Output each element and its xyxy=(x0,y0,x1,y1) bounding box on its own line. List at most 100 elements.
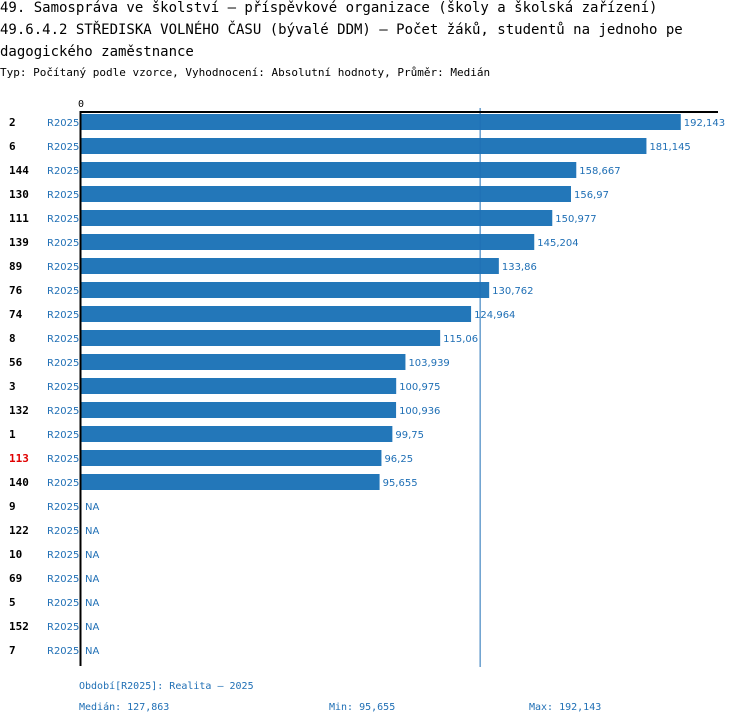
value-label: 158,667 xyxy=(579,166,620,177)
bar-row: 139 R2025 145,204 xyxy=(9,234,579,250)
bar xyxy=(81,186,571,202)
bar xyxy=(81,258,499,274)
bar xyxy=(81,378,397,394)
period-label: R2025 xyxy=(47,286,79,297)
bar xyxy=(81,210,553,226)
chart-subtitle: Typ: Počítaný podle vzorce, Vyhodnocení:… xyxy=(0,66,491,79)
bar-row: 132 R2025 100,936 xyxy=(9,402,440,418)
value-label: 115,06 xyxy=(443,334,478,345)
row-label: 74 xyxy=(9,308,23,321)
bar-row: 122 R2025 NA xyxy=(9,524,99,537)
row-label: 76 xyxy=(9,284,23,297)
row-label: 2 xyxy=(9,116,16,129)
row-label: 5 xyxy=(9,596,16,609)
value-label: NA xyxy=(85,574,99,585)
value-label: 100,936 xyxy=(399,406,440,417)
period-label: R2025 xyxy=(47,598,79,609)
row-label: 6 xyxy=(9,140,16,153)
value-label: 95,655 xyxy=(383,478,418,489)
row-label: 122 xyxy=(9,524,29,537)
bar-row: 3 R2025 100,975 xyxy=(9,378,441,394)
bar-row: 7 R2025 NA xyxy=(9,644,99,657)
bar-row: 111 R2025 150,977 xyxy=(9,210,597,226)
value-label: NA xyxy=(85,622,99,633)
bar-row: 2 R2025 192,143 xyxy=(9,114,725,130)
bar-row: 8 R2025 115,06 xyxy=(9,330,478,346)
period-label: R2025 xyxy=(47,406,79,417)
value-label: 124,964 xyxy=(474,310,515,321)
value-label: 133,86 xyxy=(502,262,537,273)
row-label: 113 xyxy=(9,452,29,465)
value-label: 181,145 xyxy=(649,142,690,153)
value-label: 99,75 xyxy=(395,430,424,441)
row-label: 111 xyxy=(9,212,29,225)
bar-row: 152 R2025 NA xyxy=(9,620,99,633)
bar xyxy=(81,162,577,178)
row-label: 140 xyxy=(9,476,29,489)
period-label: R2025 xyxy=(47,262,79,273)
bar xyxy=(81,282,490,298)
bar-row: 9 R2025 NA xyxy=(9,500,99,513)
period-label: R2025 xyxy=(47,550,79,561)
max-stat: Max: 192,143 xyxy=(529,702,602,713)
row-label: 7 xyxy=(9,644,16,657)
row-label: 152 xyxy=(9,620,29,633)
row-label: 132 xyxy=(9,404,29,417)
bar xyxy=(81,138,647,154)
bar xyxy=(81,354,406,370)
bar xyxy=(81,402,397,418)
period-label: R2025 xyxy=(47,622,79,633)
chart-title-line-3: dagogického zaměstnance xyxy=(0,44,194,60)
period-label: R2025 xyxy=(47,526,79,537)
period-label: R2025 xyxy=(47,478,79,489)
bar xyxy=(81,114,681,130)
row-label: 1 xyxy=(9,428,16,441)
bar xyxy=(81,426,393,442)
chart-title-line-2: 49.6.4.2 STŘEDISKA VOLNÉHO ČASU (bývalé … xyxy=(0,22,683,38)
bar xyxy=(81,306,472,322)
period-note: Období[R2025]: Realita – 2025 xyxy=(79,681,254,692)
bar-row: 76 R2025 130,762 xyxy=(9,282,534,298)
bar-row: 140 R2025 95,655 xyxy=(9,474,418,490)
axis-zero-tick-label: 0 xyxy=(78,99,84,110)
bar-row: 1 R2025 99,75 xyxy=(9,426,424,442)
period-label: R2025 xyxy=(47,454,79,465)
row-label: 130 xyxy=(9,188,29,201)
value-label: 156,97 xyxy=(574,190,609,201)
median-stat: Medián: 127,863 xyxy=(79,702,170,713)
value-label: NA xyxy=(85,526,99,537)
row-label: 3 xyxy=(9,380,16,393)
period-label: R2025 xyxy=(47,574,79,585)
bar xyxy=(81,330,441,346)
period-label: R2025 xyxy=(47,238,79,249)
bar-row: 10 R2025 NA xyxy=(9,548,99,561)
value-label: NA xyxy=(85,646,99,657)
value-label: NA xyxy=(85,502,99,513)
period-label: R2025 xyxy=(47,142,79,153)
period-label: R2025 xyxy=(47,358,79,369)
row-label: 10 xyxy=(9,548,22,561)
row-label: 8 xyxy=(9,332,16,345)
value-label: NA xyxy=(85,550,99,561)
value-label: 100,975 xyxy=(399,382,440,393)
period-label: R2025 xyxy=(47,334,79,345)
min-stat: Min: 95,655 xyxy=(329,702,396,713)
value-label: 150,977 xyxy=(555,214,596,225)
period-label: R2025 xyxy=(47,646,79,657)
bar-row: 74 R2025 124,964 xyxy=(9,306,515,322)
bar-row: 130 R2025 156,97 xyxy=(9,186,609,202)
row-label: 69 xyxy=(9,572,22,585)
value-label: 145,204 xyxy=(537,238,578,249)
bar-row: 5 R2025 NA xyxy=(9,596,99,609)
period-label: R2025 xyxy=(47,214,79,225)
period-label: R2025 xyxy=(47,430,79,441)
value-label: 192,143 xyxy=(684,118,725,129)
bar-row: 69 R2025 NA xyxy=(9,572,99,585)
row-label: 9 xyxy=(9,500,16,513)
bar-row: 89 R2025 133,86 xyxy=(9,258,537,274)
bar xyxy=(81,450,382,466)
bar-row: 56 R2025 103,939 xyxy=(9,354,450,370)
period-label: R2025 xyxy=(47,502,79,513)
value-label: 103,939 xyxy=(408,358,449,369)
